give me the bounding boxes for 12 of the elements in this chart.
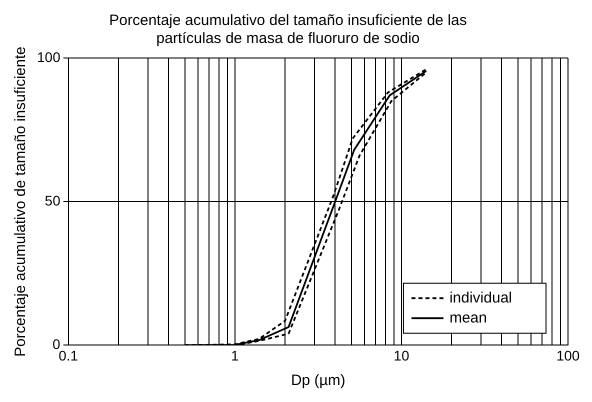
y-tick-label: 50 [44,192,61,208]
y-tick-label: 100 [37,48,61,65]
x-tick-label: 1 [231,347,240,364]
x-tick-label: 0.1 [58,347,78,364]
legend-label: mean [449,309,487,326]
y-tick-label: 0 [52,336,61,352]
chart-title: Porcentaje acumulativo del tamaño insuficiente de las partículas de masa de fluoruro de sodio [109,12,467,48]
y-axis-title: Porcentaje acumulativo de tamaño insuficiente [12,46,30,357]
x-tick-label: 10 [394,347,410,364]
x-axis-title: Dp (µm) [290,372,346,390]
legend-label: individual [449,289,512,306]
x-tick-label: 100 [556,347,580,364]
